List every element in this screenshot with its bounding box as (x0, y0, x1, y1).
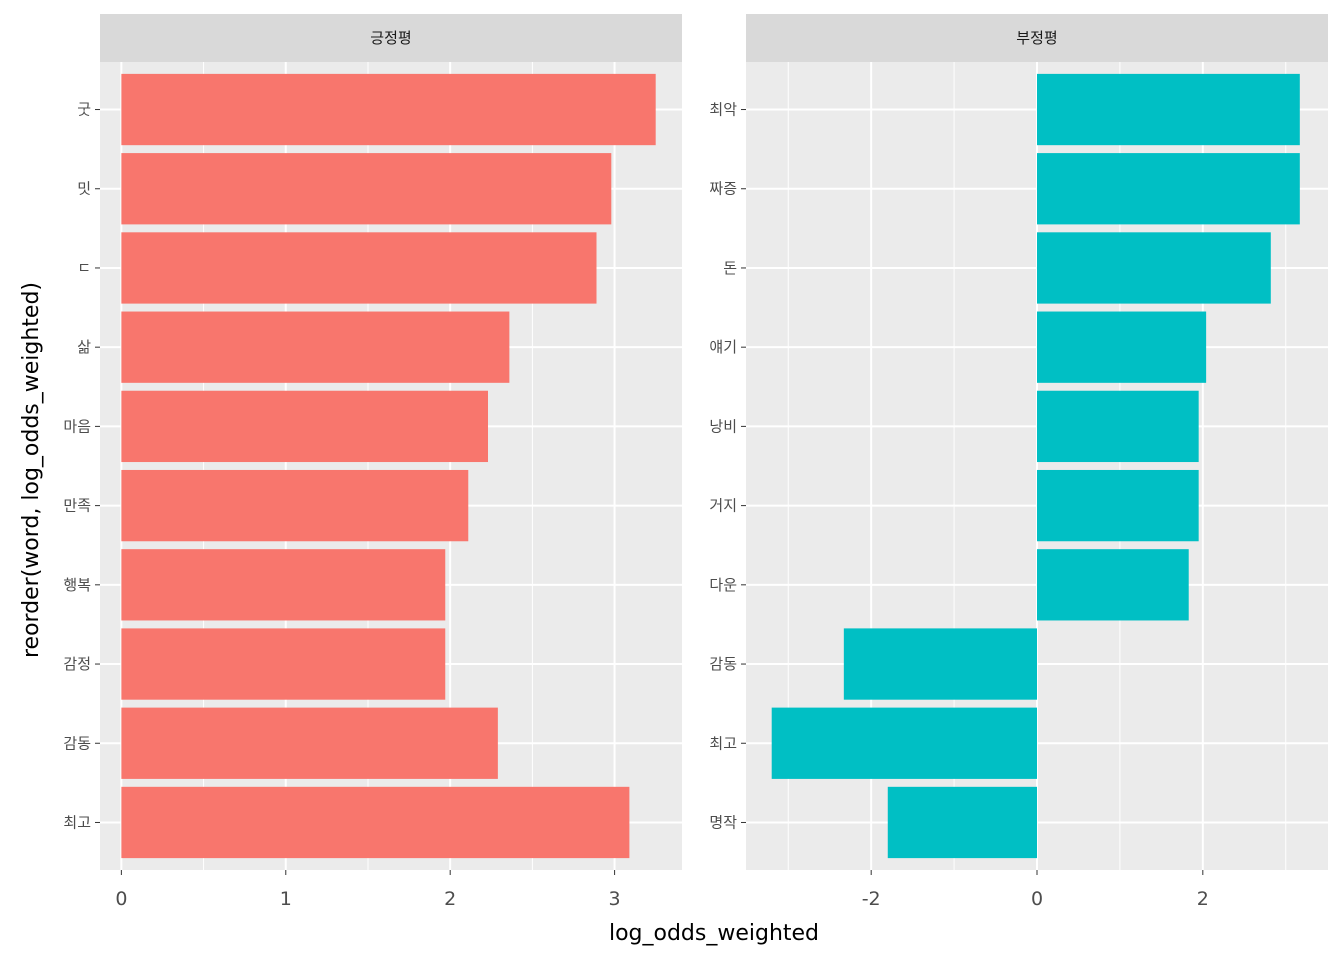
x-tick-label: 3 (609, 888, 621, 910)
y-tick-label: 굿 (77, 101, 91, 119)
y-tick-label: 최고 (709, 734, 737, 752)
bar (1037, 390, 1199, 463)
y-tick-label: 삶 (77, 338, 91, 356)
y-tick-label: 돈 (723, 259, 737, 277)
x-tick-label: 2 (1197, 888, 1209, 910)
bar (121, 73, 656, 146)
y-axis-title: reorder(word, log_odds_weighted) (19, 282, 44, 658)
bar (121, 311, 510, 383)
x-tick-label: 0 (1031, 888, 1043, 910)
y-tick-label: 최고 (63, 813, 91, 831)
y-tick-label: 감동 (709, 655, 737, 673)
bar (121, 707, 498, 779)
x-tick-label: 2 (444, 888, 456, 910)
bar (771, 707, 1037, 779)
x-tick-label: -2 (862, 888, 881, 910)
bar (121, 232, 597, 304)
y-tick-label: ㄷ (77, 259, 91, 277)
bar (1037, 232, 1271, 304)
bar (1037, 549, 1189, 621)
y-tick-label: 짜증 (709, 180, 737, 198)
y-tick-label: 명작 (709, 813, 737, 831)
y-tick-label: 얘기 (709, 338, 737, 356)
bar (121, 786, 630, 859)
bar (1037, 311, 1207, 383)
y-tick-label: 최악 (709, 101, 737, 119)
bar (1037, 153, 1300, 225)
y-tick-label: 다운 (709, 576, 737, 594)
y-tick-label: 마음 (63, 417, 91, 435)
bar (121, 153, 612, 225)
bar (1037, 73, 1300, 146)
bar (121, 469, 469, 542)
y-tick-label: 낭비 (709, 417, 737, 435)
bar (843, 628, 1037, 700)
y-tick-label: 만족 (63, 497, 91, 515)
bar (887, 786, 1037, 859)
y-tick-label: 감정 (63, 655, 91, 673)
y-tick-label: 밋 (77, 180, 91, 198)
x-tick-label: 1 (280, 888, 292, 910)
bar (121, 390, 489, 463)
facet-strip (100, 14, 682, 62)
x-axis-title: log_odds_weighted (609, 921, 819, 946)
x-tick-label: 0 (115, 888, 127, 910)
facet-strip (746, 14, 1328, 62)
y-tick-label: 거지 (709, 497, 737, 515)
bar (121, 628, 446, 700)
facet-strip-label: 긍정평 (370, 29, 411, 47)
y-tick-label: 감동 (63, 734, 91, 752)
bar (1037, 469, 1199, 542)
facet-strip-label: 부정평 (1016, 29, 1057, 47)
bar (121, 549, 446, 621)
y-tick-label: 행복 (63, 576, 91, 594)
